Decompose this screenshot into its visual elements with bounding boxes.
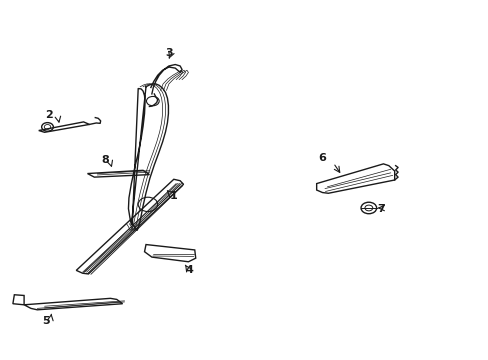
Text: 4: 4 bbox=[185, 265, 193, 275]
Text: 6: 6 bbox=[318, 153, 326, 163]
Text: 8: 8 bbox=[102, 155, 109, 165]
Text: 3: 3 bbox=[165, 48, 172, 58]
Text: 5: 5 bbox=[41, 316, 49, 325]
Text: 7: 7 bbox=[376, 204, 384, 214]
Text: 1: 1 bbox=[169, 191, 177, 201]
Text: 2: 2 bbox=[45, 111, 53, 121]
